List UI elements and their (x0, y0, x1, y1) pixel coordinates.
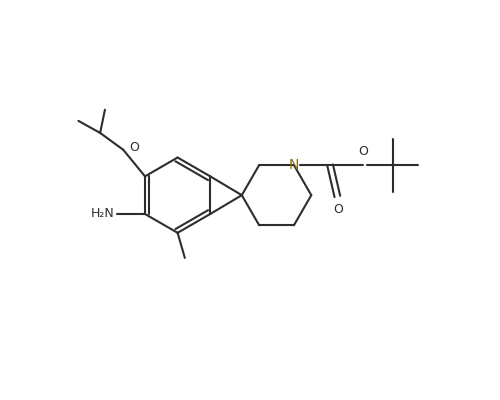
Text: O: O (130, 141, 140, 154)
Text: N: N (288, 158, 299, 172)
Text: H₂N: H₂N (90, 208, 114, 220)
Text: O: O (358, 145, 368, 158)
Text: O: O (334, 203, 344, 216)
